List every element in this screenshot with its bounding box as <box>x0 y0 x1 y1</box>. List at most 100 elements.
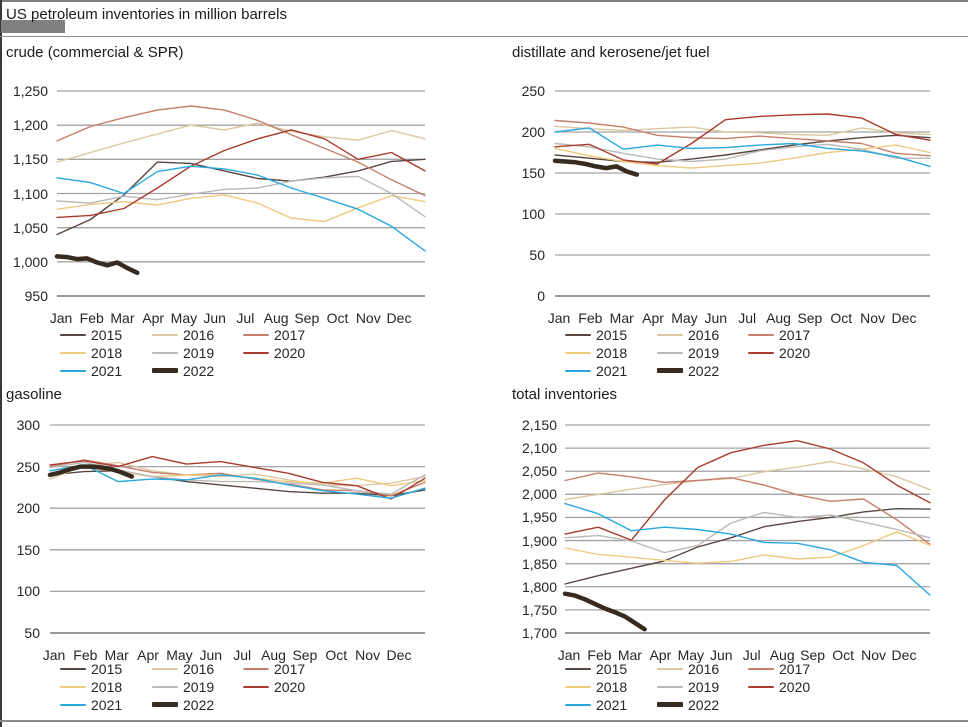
x-tick-label: Apr <box>642 310 664 326</box>
x-tick-label: Jul <box>233 647 252 663</box>
y-tick-label: 950 <box>24 288 48 304</box>
series-line-2015 <box>564 508 931 585</box>
chart-title-crude: crude (commercial & SPR) <box>6 44 184 61</box>
legend-swatch-2021 <box>565 704 591 706</box>
y-tick-label: 150 <box>16 541 40 558</box>
chart-title-gasoline: gasoline <box>6 386 62 403</box>
legend-label-2020: 2020 <box>779 345 811 361</box>
legend-label-2017: 2017 <box>274 661 306 677</box>
legend-label-2020: 2020 <box>274 679 306 695</box>
legend-swatch-2017 <box>748 334 774 336</box>
x-tick-label: Nov <box>355 310 381 326</box>
legend-label-2015: 2015 <box>91 661 123 677</box>
legend-swatch-2016 <box>152 668 178 670</box>
y-tick-label: 50 <box>24 625 40 641</box>
y-tick-label: 1,900 <box>521 532 557 549</box>
y-tick-label: 250 <box>521 83 545 99</box>
legend-swatch-2021 <box>565 370 591 372</box>
x-tick-label: Feb <box>79 310 104 326</box>
x-tick-label: Jun <box>199 647 223 663</box>
legend-label-2017: 2017 <box>274 327 306 343</box>
series-line-2018 <box>56 194 426 223</box>
x-tick-label: Jan <box>547 310 571 326</box>
x-tick-label: Nov <box>355 647 381 663</box>
legend-swatch-2015 <box>60 668 86 670</box>
x-tick-label: May <box>671 310 698 326</box>
legend-label-2019: 2019 <box>688 345 720 361</box>
x-tick-label: Oct <box>325 647 348 663</box>
y-tick-label: 1,950 <box>521 509 557 526</box>
series-line-2022 <box>562 591 647 632</box>
x-tick-label: Nov <box>860 310 886 326</box>
y-tick-label: 100 <box>521 206 545 222</box>
series-line-2018 <box>564 531 931 564</box>
x-tick-label: May <box>677 647 705 663</box>
x-tick-label: Mar <box>609 310 634 326</box>
x-tick-label: Dec <box>386 647 412 663</box>
series-line-2015 <box>554 134 931 164</box>
x-tick-label: Feb <box>578 310 603 326</box>
legend-swatch-2016 <box>152 334 178 336</box>
top-border <box>0 0 968 2</box>
series-line-2020 <box>554 113 931 165</box>
x-tick-label: Mar <box>617 647 642 663</box>
x-tick-label: Mar <box>104 647 129 663</box>
series-line-2020 <box>49 455 426 500</box>
x-tick-label: Aug <box>766 310 791 326</box>
legend-swatch-2019 <box>152 352 178 354</box>
redaction-block <box>1 20 65 33</box>
x-tick-label: Jun <box>709 647 733 663</box>
x-tick-label: Jan <box>49 310 73 326</box>
legend-swatch-2018 <box>565 686 591 688</box>
chart-title-distillate: distillate and kerosene/jet fuel <box>512 44 710 61</box>
legend-label-2021: 2021 <box>91 697 123 713</box>
y-tick-label: 2,100 <box>521 440 557 457</box>
left-border <box>0 0 2 727</box>
legend-label-2021: 2021 <box>596 697 628 713</box>
x-tick-label: Dec <box>891 647 917 663</box>
legend-label-2017: 2017 <box>779 661 811 677</box>
legend-label-2015: 2015 <box>91 327 123 343</box>
x-tick-label: Jul <box>236 310 255 326</box>
legend-label-2020: 2020 <box>274 345 306 361</box>
series-line-2017 <box>554 119 931 157</box>
legend-swatch-2019 <box>657 352 683 354</box>
legend-swatch-2018 <box>60 686 86 688</box>
legend-swatch-2015 <box>565 334 591 336</box>
x-tick-label: Sep <box>292 647 318 663</box>
legend-label-2015: 2015 <box>596 661 628 677</box>
x-tick-label: Jun <box>203 310 226 326</box>
legend-label-2018: 2018 <box>91 679 123 695</box>
legend-swatch-2017 <box>748 668 774 670</box>
y-tick-label: 0 <box>537 288 545 304</box>
legend-label-2022: 2022 <box>183 363 215 379</box>
y-tick-label: 1,750 <box>521 601 557 618</box>
series-line-2021 <box>554 127 931 168</box>
y-tick-label: 1,850 <box>521 555 557 572</box>
y-tick-label: 1,050 <box>12 219 48 236</box>
legend-swatch-2019 <box>657 686 683 688</box>
y-tick-label: 1,200 <box>12 117 48 134</box>
legend-swatch-2016 <box>657 668 683 670</box>
legend-label-2016: 2016 <box>183 327 215 343</box>
legend-swatch-2020 <box>243 352 269 354</box>
legend-label-2020: 2020 <box>779 679 811 695</box>
x-tick-label: Nov <box>861 647 886 663</box>
y-tick-label: 2,150 <box>521 417 557 433</box>
legend-label-2019: 2019 <box>183 345 215 361</box>
legend-swatch-2021 <box>60 370 86 372</box>
x-tick-label: Feb <box>73 647 98 663</box>
series-line-2016 <box>554 125 931 137</box>
legend-label-2022: 2022 <box>183 697 215 713</box>
series-line-2019 <box>56 175 426 218</box>
series-line-2020 <box>564 440 931 541</box>
x-tick-label: Aug <box>261 647 286 663</box>
x-tick-label: Jul <box>738 310 757 326</box>
x-tick-label: Apr <box>137 647 159 663</box>
legend-swatch-2018 <box>60 352 86 354</box>
y-tick-label: 2,000 <box>521 486 557 503</box>
legend-swatch-2015 <box>565 668 591 670</box>
series-line-2022 <box>54 254 140 276</box>
